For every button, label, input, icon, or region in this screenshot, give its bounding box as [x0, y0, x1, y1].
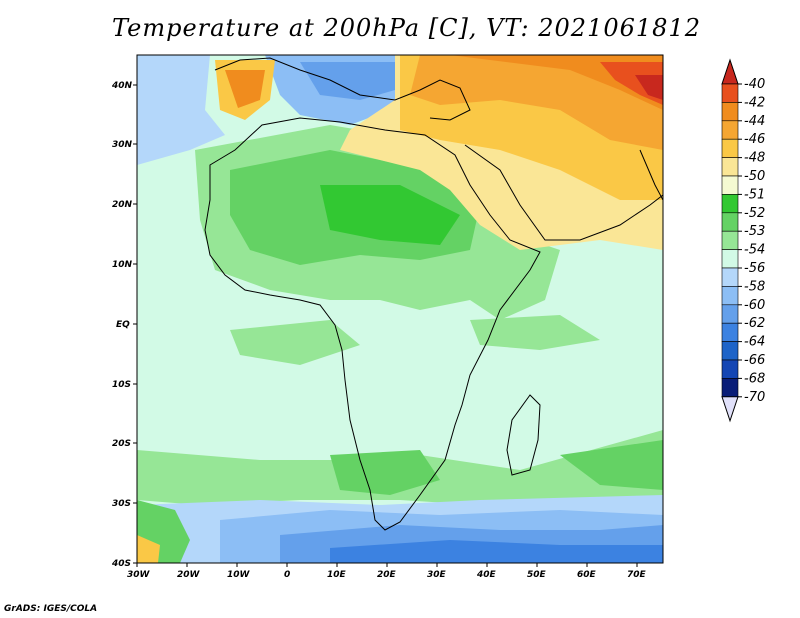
- colorbar-swatch: [721, 286, 739, 306]
- colorbar-label: -66: [744, 353, 765, 368]
- lon-label: 30E: [427, 570, 447, 580]
- colorbar-label: -44: [744, 114, 765, 129]
- colorbar-label: -54: [744, 243, 765, 258]
- map-title: Temperature at 200hPa [C], VT: 202106181…: [112, 14, 701, 42]
- colorbar-swatch: [721, 378, 739, 398]
- lon-label: 20E: [377, 570, 397, 580]
- lon-label: 50E: [527, 570, 547, 580]
- colorbar-swatch: [721, 212, 739, 232]
- longitude-axis: 30W 20W 10W 0 10E 20E 30E 40E 50E 60E 70…: [127, 563, 647, 580]
- lat-label: 40S: [111, 559, 131, 569]
- coastlines: [204, 57, 663, 531]
- lat-label: 40N: [111, 81, 133, 91]
- lon-label: 10E: [327, 570, 347, 580]
- colorbar-swatch: [721, 157, 739, 177]
- lon-label: 60E: [577, 570, 597, 580]
- lat-label: 20N: [112, 200, 133, 210]
- colorbar-swatch: [721, 102, 739, 122]
- lat-label: 30S: [112, 499, 131, 509]
- colorbar-swatch: [721, 194, 739, 214]
- lat-label: 10S: [112, 380, 131, 390]
- lon-label: 30W: [127, 570, 151, 580]
- colorbar-label: -42: [744, 95, 765, 110]
- colorbar-top-arrow: [721, 58, 739, 85]
- colorbar-label: -56: [744, 261, 765, 276]
- colorbar-label: -40: [744, 77, 765, 92]
- colorbar-label: -50: [744, 169, 765, 184]
- colorbar-label: -48: [744, 151, 765, 166]
- africa-coastline: [204, 117, 541, 531]
- colorbar-swatch: [721, 249, 739, 269]
- colorbar-swatch: [721, 175, 739, 195]
- colorbar-label: -62: [744, 316, 765, 331]
- colorbar-swatch: [721, 267, 739, 287]
- colorbar-label: -64: [744, 335, 765, 350]
- colorbar-swatch: [721, 120, 739, 140]
- colorbar-swatch: [721, 341, 739, 361]
- colorbar-label: -52: [744, 206, 765, 221]
- lon-label: 70E: [627, 570, 647, 580]
- temperature-field: [137, 55, 663, 563]
- lon-label: 0: [284, 570, 290, 580]
- lon-label: 10W: [227, 570, 251, 580]
- lat-label: 20S: [112, 439, 131, 449]
- colorbar-swatch: [721, 138, 739, 158]
- europe-coastline: [214, 57, 471, 121]
- colorbar-swatch: [721, 304, 739, 324]
- colorbar-bottom-arrow: [721, 396, 739, 423]
- colorbar-label: -53: [744, 224, 765, 239]
- colorbar-swatch: [721, 83, 739, 103]
- colorbar-swatch: [721, 322, 739, 342]
- colorbar-swatch: [721, 230, 739, 250]
- lon-label: 20W: [177, 570, 201, 580]
- lon-label: 40E: [476, 570, 497, 580]
- madagascar-coastline: [506, 394, 541, 476]
- latitude-axis: 40N 30N 20N 10N EQ 10S 20S 30S 40S: [111, 81, 137, 569]
- lat-label: EQ: [116, 320, 130, 330]
- colorbar-label: -58: [744, 279, 765, 294]
- lat-label: 30N: [112, 140, 133, 150]
- arabia-coastline: [464, 144, 663, 241]
- colorbar-legend: -40 -42 -44 -46 -48 -50 -51 -52 -53 -54 -56 -58 -60 -…: [721, 58, 765, 423]
- lat-label: 10N: [112, 260, 133, 270]
- colorbar-label: -51: [744, 187, 765, 202]
- colorbar-label: -60: [744, 298, 765, 313]
- colorbar-label: -70: [744, 390, 765, 405]
- colorbar-label: -46: [744, 132, 765, 147]
- india-coastline: [639, 149, 663, 201]
- colorbar-label: -68: [744, 371, 765, 386]
- colorbar-swatch: [721, 359, 739, 379]
- grads-credit: GrADS: IGES/COLA: [4, 604, 98, 614]
- plot-frame: [136, 54, 664, 564]
